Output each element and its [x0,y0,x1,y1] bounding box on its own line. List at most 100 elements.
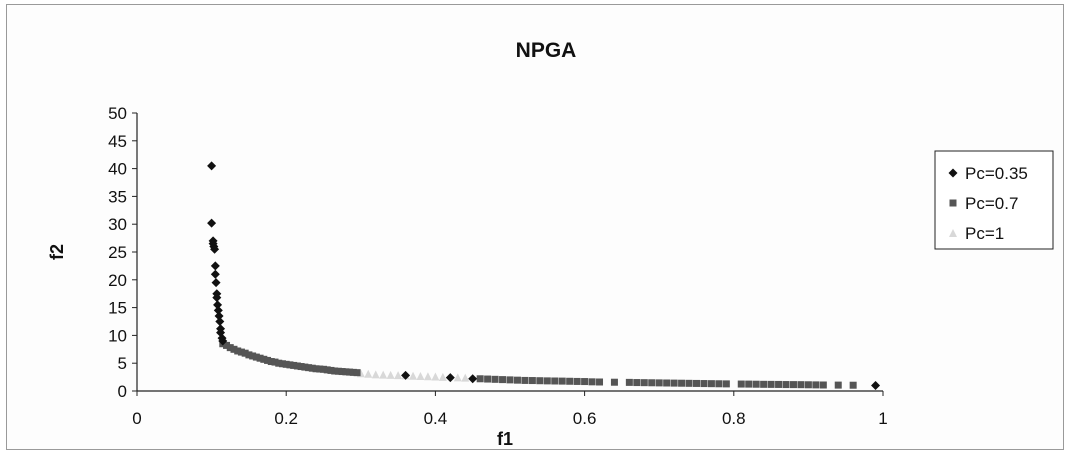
data-point [484,375,492,383]
data-point [491,375,499,383]
data-point [819,381,827,389]
data-point [438,372,447,381]
data-point [558,377,566,385]
data-point [581,378,589,386]
y-tick-label: 45 [108,132,127,151]
data-point [241,349,249,357]
y-tick-label: 35 [108,187,127,206]
y-tick-label: 10 [108,326,127,345]
plot-area: 0 5 10 15 20 25 30 35 40 45 50 0 0.2 0.4 0.6 0.8 1 [108,104,888,428]
data-point [566,377,574,385]
data-point [218,336,228,346]
data-point [528,377,536,385]
data-point [499,376,507,384]
data-point [543,377,551,385]
data-point [588,378,596,386]
data-point [386,370,395,379]
x-tick-label: 0.6 [573,409,597,428]
x-tick-label: 0.8 [722,409,746,428]
data-point [663,379,671,387]
data-point [685,379,693,387]
data-point [316,365,324,373]
data-point [476,375,484,383]
data-point [237,348,245,356]
data-point [745,380,753,388]
series-pc-0-35 [207,161,881,390]
data-point [207,218,217,228]
data-point [282,360,290,368]
data-point [264,356,272,364]
x-tick-label: 0.2 [274,409,298,428]
series-pc-1 [356,369,470,382]
data-point [210,244,220,254]
data-point [226,344,234,352]
data-point [267,358,275,366]
data-point [431,372,440,381]
data-point [409,371,418,380]
data-point [234,347,242,355]
data-point [633,379,641,387]
data-point [342,368,350,376]
data-point [210,269,220,279]
data-point [655,379,663,387]
data-point [349,368,357,376]
chart-title: NPGA [516,39,577,62]
data-point [782,381,790,389]
data-point [453,373,462,382]
series-pc-0-7 [219,340,857,389]
data-point [670,379,678,387]
data-point [775,380,783,388]
data-point [286,361,294,369]
data-point [812,381,820,389]
x-tick-label: 0 [132,409,141,428]
x-tick-label: 1 [878,409,887,428]
data-point [536,377,544,385]
y-tick-label: 30 [108,215,127,234]
data-point [364,369,373,378]
data-point [275,359,283,367]
data-point [551,377,559,385]
legend-label: Pc=1 [965,224,1004,243]
data-point [249,352,257,360]
data-point [320,365,327,373]
data-point [423,372,432,381]
y-tick-label: 40 [108,160,127,179]
data-point [707,380,715,388]
data-point [213,305,223,315]
data-point [214,311,224,321]
data-point [752,380,760,388]
data-point [308,364,316,372]
data-point [379,370,388,379]
x-axis-title: f1 [497,429,513,449]
y-axis-title: f2 [47,244,67,260]
data-point [513,376,521,384]
data-point [401,370,411,380]
data-point [290,361,298,369]
data-point [693,379,700,387]
data-point [767,380,775,388]
data-point [334,367,342,375]
y-tick-label: 25 [108,243,127,262]
legend-marker [948,168,958,178]
data-point [256,354,264,362]
data-point [312,365,320,373]
data-point [760,380,768,388]
data-point [506,376,514,384]
data-point [640,379,648,387]
data-point [338,368,346,376]
data-point [678,379,686,387]
data-point [245,351,253,359]
data-point [521,376,529,384]
data-point [346,368,354,376]
data-point [210,261,220,271]
data-point [301,363,309,371]
data-point [789,381,797,389]
data-point [207,161,217,171]
data-point [596,378,604,386]
data-point [871,380,881,390]
y-tick-label: 20 [108,271,127,290]
data-point [371,370,380,379]
data-point [804,381,812,389]
legend-marker [949,229,957,237]
